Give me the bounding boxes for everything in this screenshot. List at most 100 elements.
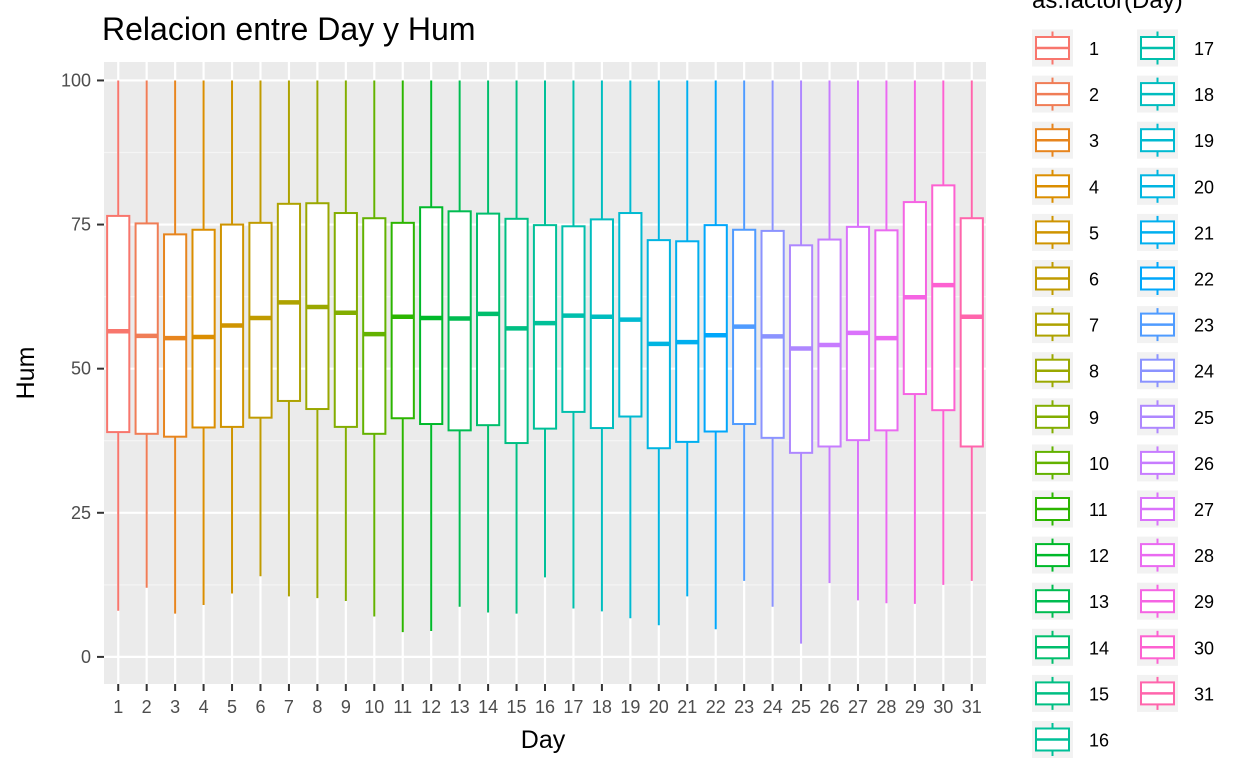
box [248, 221, 273, 419]
x-tick-label: 8 [312, 697, 322, 717]
legend-item-26: 26 [1137, 444, 1214, 482]
box-day-22 [703, 80, 728, 630]
legend-item-28: 28 [1137, 536, 1214, 574]
y-tick-label: 75 [71, 215, 91, 235]
legend-label: 22 [1194, 270, 1214, 290]
box [561, 225, 586, 413]
x-tick-label: 2 [142, 697, 152, 717]
legend-item-14: 14 [1032, 628, 1109, 666]
x-tick-label: 17 [563, 697, 583, 717]
x-tick-label: 30 [933, 697, 953, 717]
x-tick-label: 25 [791, 697, 811, 717]
legend-label: 26 [1194, 454, 1214, 474]
x-tick-label: 15 [507, 697, 527, 717]
box [589, 218, 614, 430]
legend-item-1: 1 [1032, 29, 1099, 67]
legend-label: 30 [1194, 638, 1214, 658]
box [931, 184, 956, 412]
box-day-5 [219, 80, 245, 594]
legend-label: 24 [1194, 362, 1214, 382]
legend-label: 18 [1194, 85, 1214, 105]
box-day-30 [931, 80, 956, 585]
box [476, 212, 501, 427]
legend-label: 25 [1194, 408, 1214, 428]
legend-label: 5 [1089, 223, 1099, 243]
legend-label: 3 [1089, 131, 1099, 151]
legend-label: 2 [1089, 85, 1099, 105]
x-tick-label: 6 [255, 697, 265, 717]
box-day-8 [305, 80, 330, 599]
x-tick-label: 4 [199, 697, 209, 717]
box [532, 224, 558, 430]
box-day-23 [732, 80, 757, 581]
box-day-21 [675, 80, 700, 597]
legend-title: as.factor(Day) [1032, 0, 1183, 14]
legend-item-15: 15 [1032, 674, 1109, 712]
x-tick-label: 11 [393, 697, 412, 717]
legend-label: 6 [1089, 270, 1099, 290]
box-day-2 [134, 80, 159, 588]
box [163, 233, 188, 438]
x-tick-label: 31 [962, 697, 982, 717]
legend-item-25: 25 [1137, 398, 1214, 436]
legend-label: 31 [1194, 684, 1214, 704]
legend-item-24: 24 [1137, 352, 1214, 390]
x-tick-label: 1 [113, 697, 123, 717]
box-day-31 [959, 80, 984, 581]
x-tick-label: 27 [848, 697, 868, 717]
legend-label: 29 [1194, 592, 1214, 612]
box-day-29 [902, 80, 927, 604]
legend-label: 10 [1089, 454, 1109, 474]
box-day-10 [362, 80, 387, 617]
legend-item-2: 2 [1032, 75, 1099, 113]
box [191, 228, 216, 429]
x-tick-label: 13 [450, 697, 470, 717]
y-tick-label: 100 [61, 70, 91, 90]
box-day-12 [419, 80, 444, 631]
y-tick-label: 0 [81, 647, 91, 667]
box [362, 217, 387, 435]
legend-item-21: 21 [1137, 213, 1214, 251]
box-day-7 [276, 80, 302, 597]
x-tick-label: 16 [535, 697, 555, 717]
legend-label: 14 [1089, 638, 1109, 658]
legend-label: 20 [1194, 177, 1214, 197]
box-day-14 [476, 80, 501, 613]
x-tick-label: 9 [341, 697, 351, 717]
box-day-28 [874, 80, 899, 604]
legend-item-22: 22 [1137, 260, 1214, 297]
legend-label: 15 [1089, 684, 1109, 704]
x-tick-label: 7 [284, 697, 294, 717]
legend-label: 7 [1089, 316, 1099, 336]
box [703, 224, 728, 433]
legend-item-19: 19 [1137, 121, 1214, 159]
legend-item-23: 23 [1137, 306, 1214, 344]
legend-label: 19 [1194, 131, 1214, 151]
legend-item-16: 16 [1032, 721, 1109, 758]
box-day-20 [646, 80, 671, 626]
box [134, 222, 159, 435]
legend-label: 21 [1194, 223, 1214, 243]
box-day-19 [618, 80, 643, 619]
legend-item-11: 11 [1032, 490, 1108, 528]
box [333, 212, 358, 428]
x-tick-label: 22 [706, 697, 726, 717]
legend-label: 1 [1089, 39, 1099, 59]
legend-item-27: 27 [1137, 490, 1214, 528]
y-tick-label: 25 [71, 503, 91, 523]
box [874, 229, 899, 432]
x-tick-label: 19 [620, 697, 640, 717]
box-day-18 [589, 80, 614, 612]
x-tick-label: 29 [905, 697, 925, 717]
legend-item-17: 17 [1137, 29, 1214, 67]
x-tick-label: 24 [763, 697, 783, 717]
y-tick-label: 50 [71, 359, 91, 379]
x-tick-label: 28 [876, 697, 896, 717]
legend-label: 4 [1089, 177, 1099, 197]
box-day-1 [106, 80, 131, 611]
legend-item-6: 6 [1032, 260, 1099, 297]
legend-item-13: 13 [1032, 582, 1109, 620]
legend-label: 9 [1089, 408, 1099, 428]
